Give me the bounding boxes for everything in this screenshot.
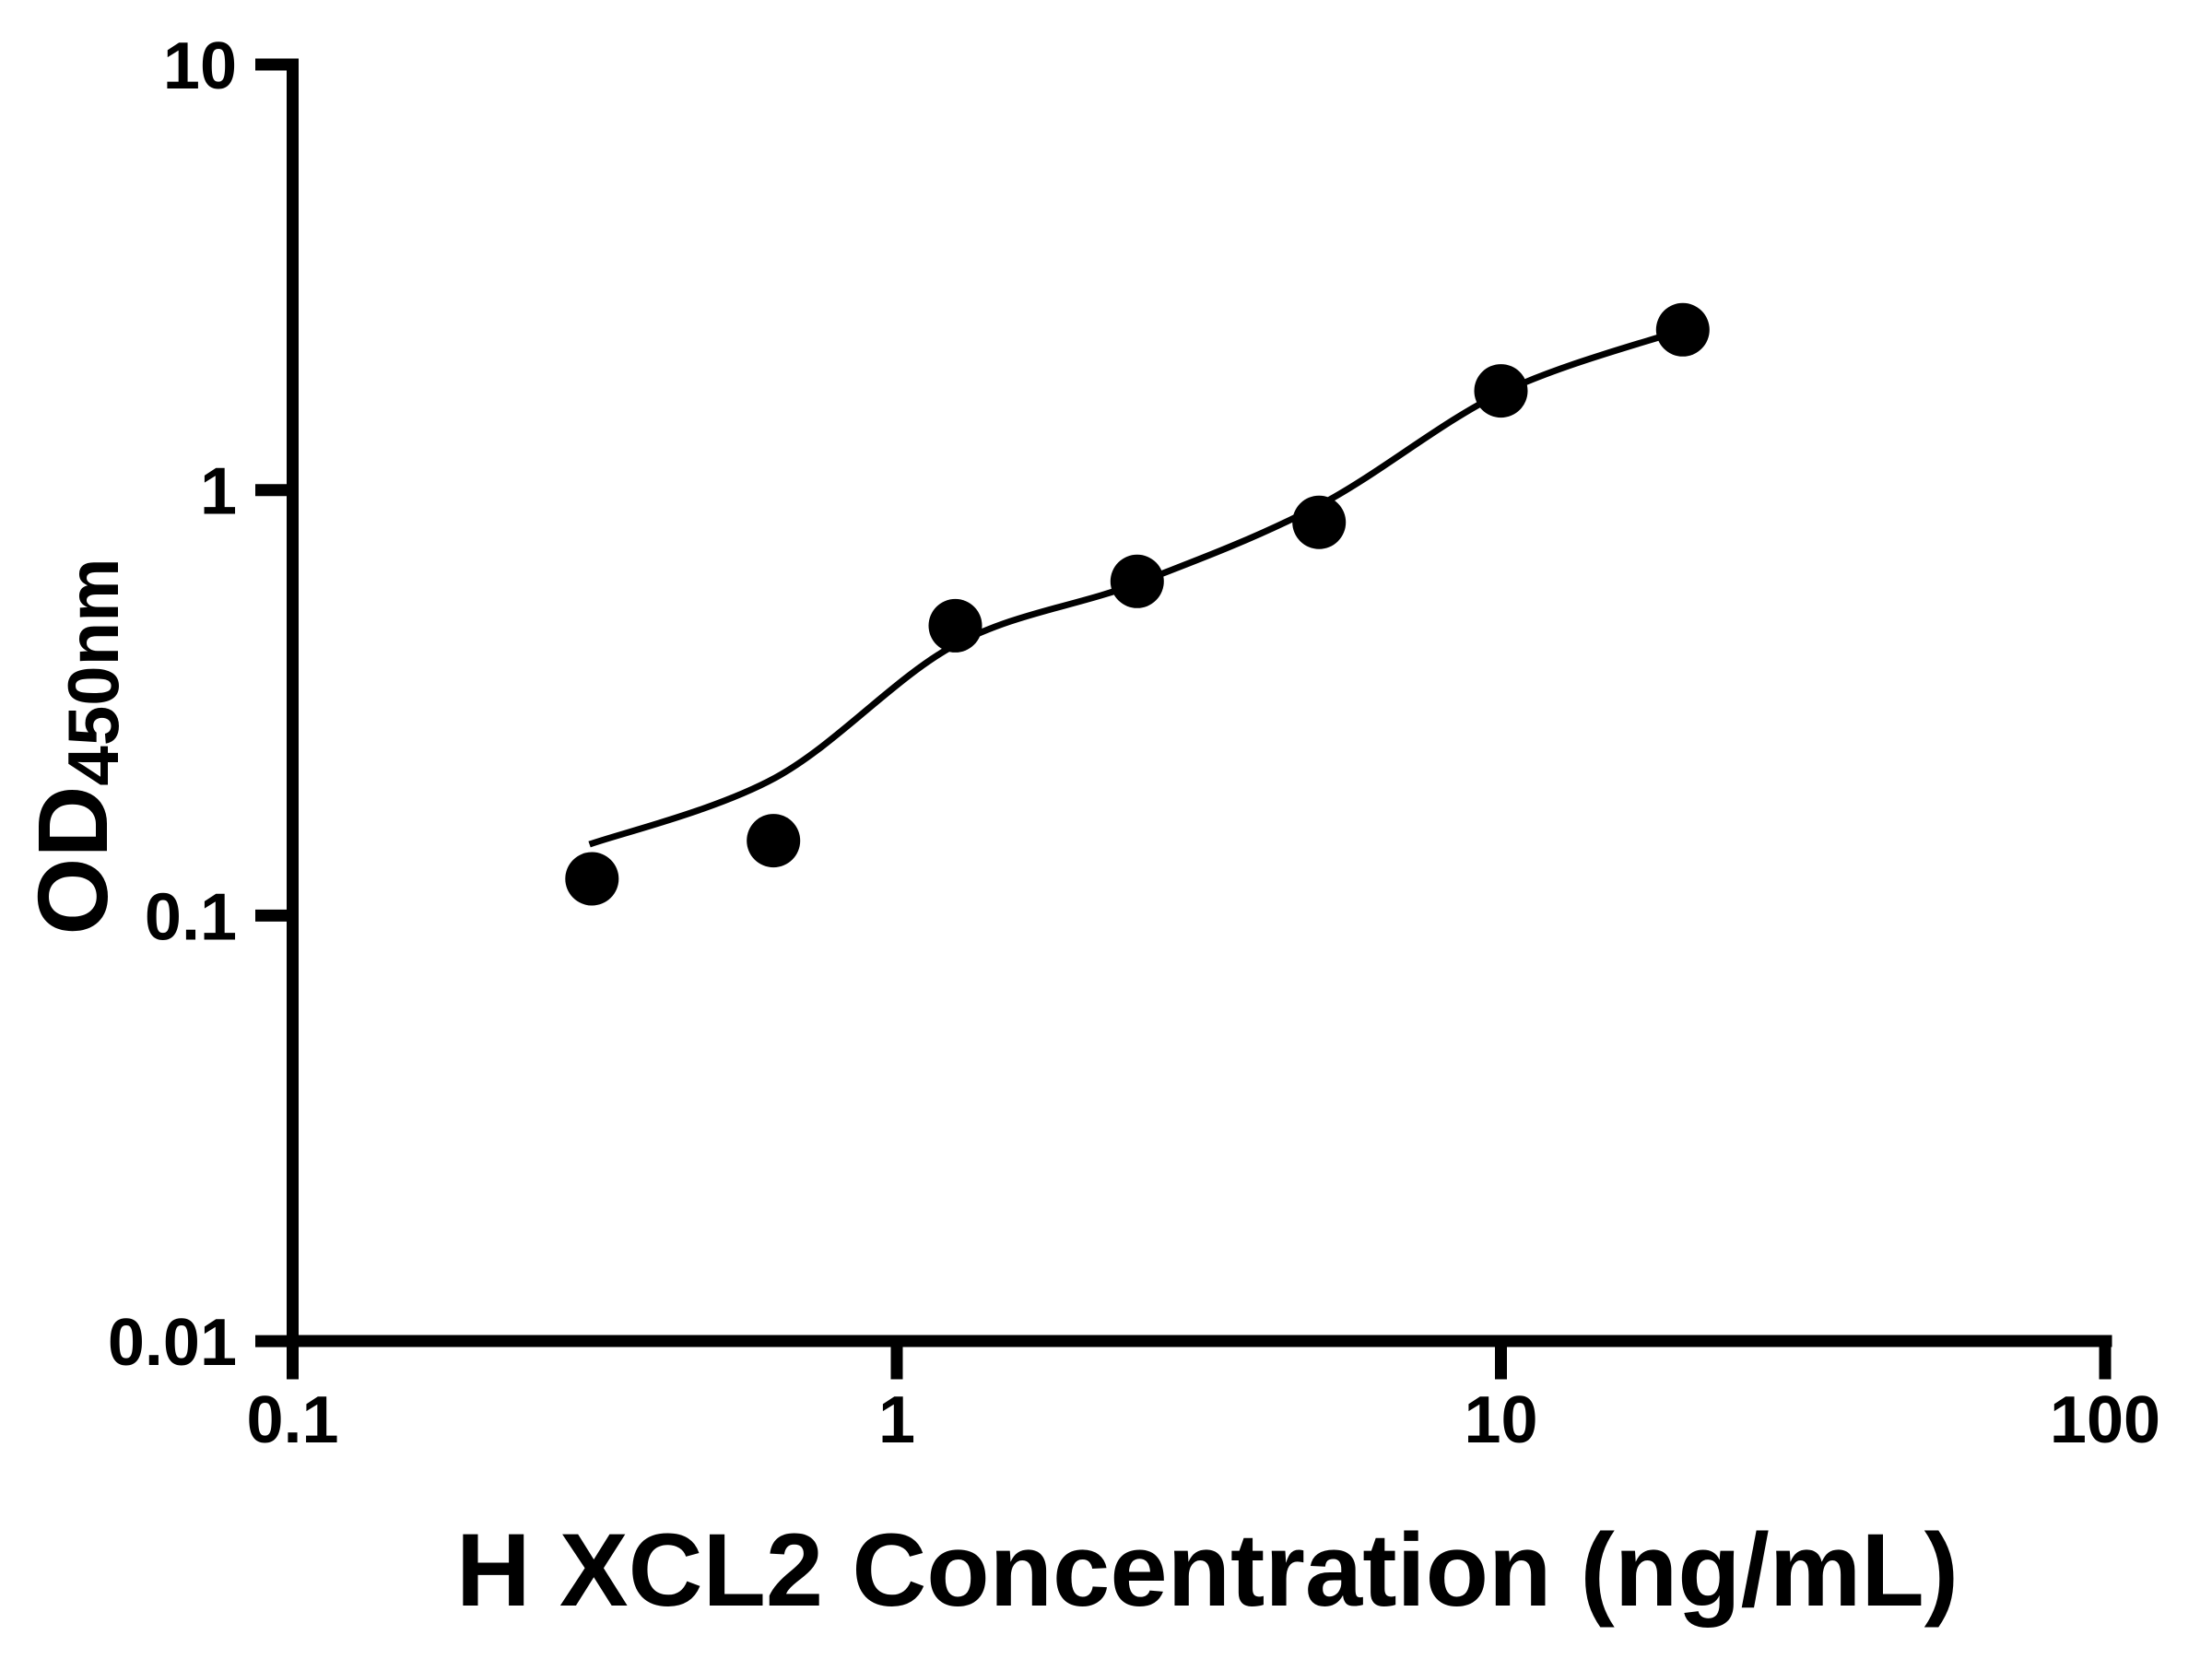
y-axis-title-main: OD	[17, 786, 128, 935]
y-axis-title: OD450nm	[17, 558, 134, 935]
data-point	[928, 598, 982, 653]
y-tick-label: 1	[200, 455, 237, 529]
y-axis-title-subscript: 450nm	[53, 558, 134, 785]
data-point	[1110, 554, 1164, 608]
x-tick-label: 0.1	[246, 1383, 338, 1457]
data-point	[1474, 364, 1528, 418]
data-point	[1655, 302, 1710, 357]
x-tick-label: 10	[1464, 1383, 1537, 1457]
x-tick-label: 1	[878, 1383, 915, 1457]
x-axis-title: H XCL2 Concentration (ng/mL)	[456, 1512, 1959, 1628]
data-point	[1292, 495, 1347, 549]
x-tick-label: 100	[2050, 1383, 2160, 1457]
y-tick-label: 10	[163, 29, 237, 103]
data-point	[747, 814, 801, 868]
y-tick-label: 0.01	[108, 1306, 237, 1380]
data-point	[565, 852, 619, 906]
y-tick-label: 0.1	[145, 880, 237, 954]
